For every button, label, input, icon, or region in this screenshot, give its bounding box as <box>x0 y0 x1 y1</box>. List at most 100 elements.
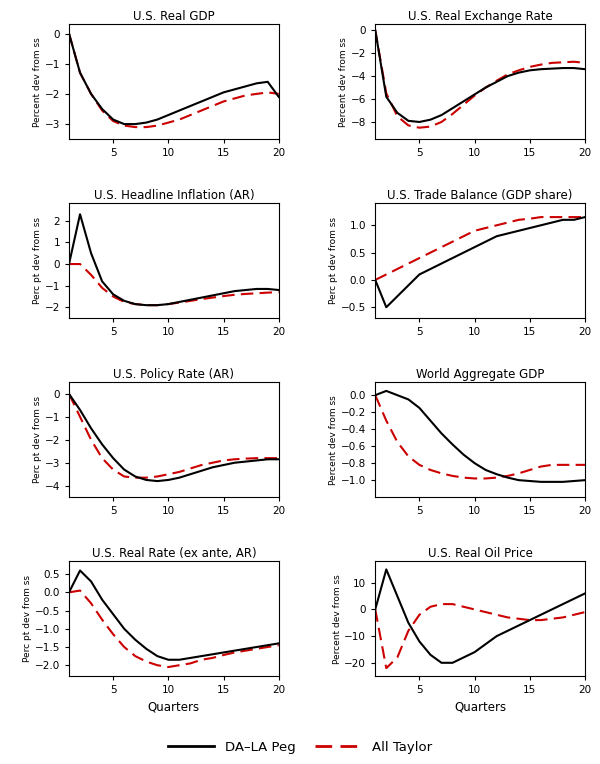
DA–LA Peg <box>253 456 260 465</box>
DA–LA Peg <box>131 299 139 309</box>
All Taylor <box>581 460 589 469</box>
All Taylor <box>198 461 205 470</box>
All Taylor <box>493 76 500 86</box>
All Taylor <box>449 600 456 609</box>
DA–LA Peg <box>143 475 150 484</box>
All Taylor <box>416 123 423 132</box>
Line: DA–LA Peg: DA–LA Peg <box>375 31 585 122</box>
DA–LA Peg <box>231 85 238 94</box>
All Taylor <box>526 465 533 474</box>
All Taylor <box>88 599 95 608</box>
DA–LA Peg <box>482 465 489 474</box>
All Taylor <box>110 465 117 474</box>
DA–LA Peg <box>427 416 434 426</box>
DA–LA Peg <box>264 455 271 464</box>
DA–LA Peg <box>110 454 117 463</box>
All Taylor <box>394 112 401 121</box>
DA–LA Peg <box>76 68 83 77</box>
DA–LA Peg <box>394 108 401 118</box>
DA–LA Peg <box>394 591 401 601</box>
DA–LA Peg <box>264 284 271 293</box>
All Taylor <box>187 464 194 473</box>
All Taylor <box>88 435 95 445</box>
DA–LA Peg <box>220 461 227 470</box>
All Taylor <box>65 260 73 269</box>
DA–LA Peg <box>88 248 95 257</box>
Line: All Taylor: All Taylor <box>375 31 585 128</box>
DA–LA Peg <box>526 66 533 75</box>
DA–LA Peg <box>383 303 390 312</box>
DA–LA Peg <box>275 286 283 295</box>
DA–LA Peg <box>264 77 271 86</box>
DA–LA Peg <box>515 68 523 77</box>
DA–LA Peg <box>176 656 183 665</box>
DA–LA Peg <box>526 616 533 625</box>
All Taylor <box>515 66 523 75</box>
All Taylor <box>460 231 467 241</box>
DA–LA Peg <box>559 600 566 609</box>
All Taylor <box>371 275 379 284</box>
DA–LA Peg <box>482 83 489 92</box>
All Taylor <box>482 223 489 232</box>
DA–LA Peg <box>581 65 589 74</box>
DA–LA Peg <box>394 292 401 301</box>
Title: U.S. Real Exchange Rate: U.S. Real Exchange Rate <box>408 10 553 23</box>
DA–LA Peg <box>438 659 445 668</box>
DA–LA Peg <box>504 72 511 81</box>
Line: DA–LA Peg: DA–LA Peg <box>69 214 279 305</box>
DA–LA Peg <box>416 118 423 127</box>
All Taylor <box>209 653 216 662</box>
DA–LA Peg <box>176 106 183 115</box>
DA–LA Peg <box>275 92 283 102</box>
All Taylor <box>493 610 500 620</box>
DA–LA Peg <box>493 77 500 86</box>
DA–LA Peg <box>438 429 445 438</box>
All Taylor <box>515 614 523 623</box>
DA–LA Peg <box>143 300 150 309</box>
DA–LA Peg <box>371 605 379 614</box>
All Taylor <box>383 270 390 279</box>
DA–LA Peg <box>449 659 456 668</box>
All Taylor <box>427 122 434 131</box>
All Taylor <box>220 292 227 301</box>
DA–LA Peg <box>98 440 106 449</box>
All Taylor <box>253 89 260 99</box>
All Taylor <box>482 83 489 92</box>
DA–LA Peg <box>253 284 260 293</box>
DA–LA Peg <box>471 242 478 251</box>
All Taylor <box>65 390 73 399</box>
DA–LA Peg <box>471 458 478 468</box>
All Taylor <box>438 469 445 478</box>
DA–LA Peg <box>383 565 390 574</box>
All Taylor <box>449 471 456 481</box>
All Taylor <box>559 613 566 622</box>
DA–LA Peg <box>275 639 283 648</box>
DA–LA Peg <box>176 297 183 306</box>
DA–LA Peg <box>493 470 500 479</box>
Title: U.S. Real Rate (ex ante, AR): U.S. Real Rate (ex ante, AR) <box>92 547 256 560</box>
DA–LA Peg <box>242 82 249 91</box>
All Taylor <box>438 118 445 127</box>
DA–LA Peg <box>493 632 500 641</box>
Y-axis label: Percent dev from ss: Percent dev from ss <box>33 37 42 127</box>
DA–LA Peg <box>275 455 283 464</box>
DA–LA Peg <box>471 648 478 657</box>
All Taylor <box>76 413 83 422</box>
X-axis label: Quarters: Quarters <box>148 701 200 714</box>
DA–LA Peg <box>65 260 73 269</box>
DA–LA Peg <box>76 209 83 219</box>
DA–LA Peg <box>449 104 456 113</box>
All Taylor <box>515 469 523 478</box>
DA–LA Peg <box>559 63 566 73</box>
All Taylor <box>198 106 205 115</box>
DA–LA Peg <box>482 639 489 649</box>
DA–LA Peg <box>438 111 445 120</box>
DA–LA Peg <box>253 79 260 88</box>
Y-axis label: Perc pt dev from ss: Perc pt dev from ss <box>33 397 42 484</box>
DA–LA Peg <box>548 605 556 614</box>
All Taylor <box>571 57 578 66</box>
All Taylor <box>571 212 578 222</box>
DA–LA Peg <box>371 26 379 35</box>
All Taylor <box>110 292 117 301</box>
DA–LA Peg <box>537 478 544 487</box>
